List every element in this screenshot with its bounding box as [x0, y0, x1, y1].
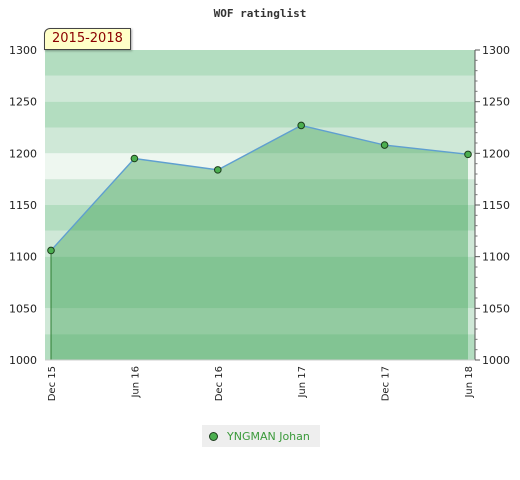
data-point [380, 141, 389, 149]
legend-marker-icon [209, 431, 218, 441]
data-point [130, 154, 139, 163]
y-tick-label-right: 1000 [482, 354, 510, 367]
x-tick-label: Jun 18 [464, 366, 475, 399]
legend[interactable]: YNGMAN Johan [202, 425, 320, 447]
data-point [297, 121, 306, 130]
y-tick-label-right: 1050 [482, 302, 510, 315]
x-tick-label: Jun 17 [297, 366, 308, 399]
left-y-axis: 1000 1050 1100 1150 1200 1250 1300 [9, 44, 37, 367]
background-band [45, 179, 475, 205]
background-band [45, 127, 475, 154]
background-band [45, 153, 475, 180]
period-badge: 2015-2018 [44, 28, 131, 50]
background-band [45, 334, 475, 360]
background-band [45, 256, 475, 283]
y-tick-label-left: 1100 [9, 251, 37, 264]
background-band [45, 50, 475, 76]
y-tick-label-left: 1150 [9, 199, 37, 212]
background-band [45, 101, 475, 128]
right-y-axis: 1000 1050 1100 1150 1200 1250 1300 [475, 44, 510, 367]
chart-title: WOF ratinglist [214, 7, 307, 20]
y-tick-label-right: 1150 [482, 199, 510, 212]
y-tick-label-right: 1200 [482, 147, 510, 160]
x-tick-label: Dec 17 [381, 366, 392, 401]
series-line [50, 124, 469, 251]
x-tick-label: Dec 16 [214, 366, 225, 401]
y-tick-label-left: 1000 [9, 354, 37, 367]
background-band [45, 230, 475, 257]
data-point [214, 166, 222, 174]
y-tick-label-left: 1050 [9, 302, 37, 315]
y-tick-label-right: 1300 [482, 44, 510, 57]
area-layer [50, 124, 469, 360]
x-axis: Dec 15 Jun 16 Dec 16 Jun 17 Dec 17 Jun 18 [47, 366, 475, 401]
background-band [45, 75, 475, 102]
background-bands [45, 50, 475, 360]
series-area [51, 125, 468, 360]
y-tick-label-left: 1200 [9, 147, 37, 160]
y-tick-label-left: 1300 [9, 44, 37, 57]
data-point [47, 246, 55, 255]
data-markers [47, 121, 472, 255]
y-tick-label-right: 1100 [482, 251, 510, 264]
background-band [45, 282, 475, 309]
data-point [464, 150, 472, 159]
y-tick-label-left: 1250 [9, 96, 37, 109]
background-band [45, 308, 475, 335]
y-tick-label-right: 1250 [482, 96, 510, 109]
background-band [45, 205, 475, 231]
x-tick-label: Jun 16 [130, 366, 141, 399]
x-tick-label: Dec 15 [47, 366, 58, 401]
legend-label: YNGMAN Johan [227, 429, 310, 443]
